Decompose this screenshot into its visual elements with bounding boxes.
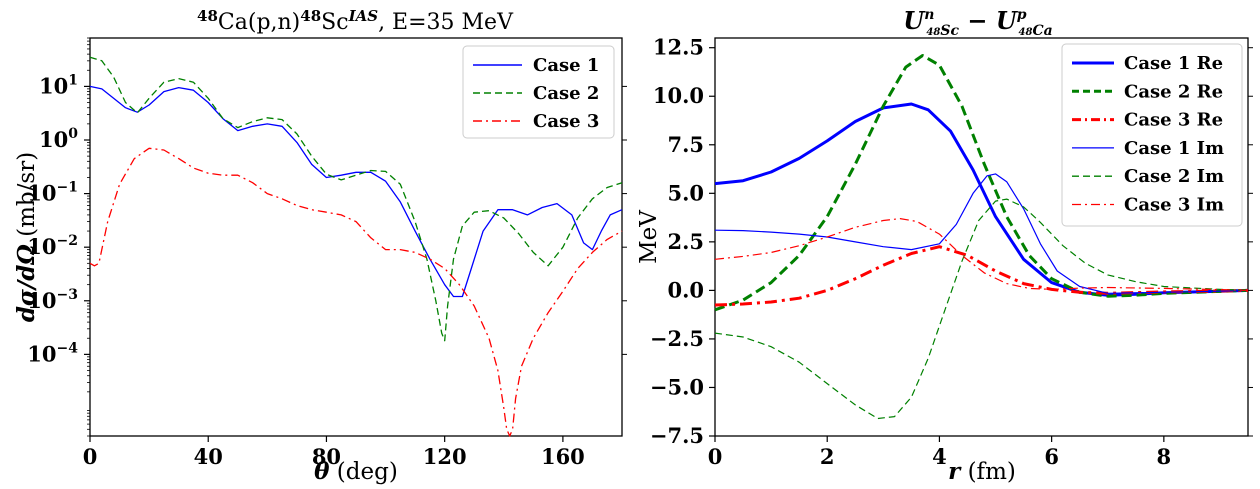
left-series-line-case-3 <box>89 147 623 437</box>
right-y-tick-label: −5.0 <box>650 374 704 399</box>
left-legend-label: Case 3 <box>533 111 599 132</box>
right-legend-label: Case 3 Re <box>1124 110 1223 131</box>
right-legend-label: Case 3 Im <box>1124 195 1224 216</box>
left-series-line-case-1 <box>89 85 623 298</box>
right-x-tick-label: 8 <box>1157 444 1172 469</box>
right-x-axis-label: r (fm) <box>948 458 1016 485</box>
left-series-line-case-2 <box>89 56 623 342</box>
right-y-tick-label: 2.5 <box>667 229 704 254</box>
left-x-tick-label: 80 <box>312 444 341 469</box>
right-y-tick-label: 7.5 <box>667 132 704 157</box>
right-series-line-case-2-re <box>714 54 1249 312</box>
left-y-tick-label: 100 <box>39 126 78 152</box>
left-legend-box <box>462 45 615 139</box>
right-y-tick-label: −7.5 <box>650 423 704 448</box>
right-axis-ticks: 0 2 4 6 8 12.5 10.0 7.5 5.0 2.5 0.0 −2.5 −5.0 −7.5 <box>650 35 1253 469</box>
left-axis-ticks: 0 40 80 120 160 101 100 10−1 10−2 10−3 10−4 <box>27 37 627 469</box>
left-plot-frame <box>89 37 623 437</box>
right-series-line-case-3-re <box>714 245 1249 307</box>
right-y-tick-label: −2.5 <box>650 326 704 351</box>
right-x-tick-label: 4 <box>932 444 947 469</box>
right-x-tick-label: 6 <box>1044 444 1059 469</box>
left-x-axis-label: θ (deg) <box>314 458 398 485</box>
right-series-line-case-2-im <box>714 198 1249 420</box>
left-y-tick-label: 10−4 <box>27 340 78 366</box>
left-y-tick-label: 10−3 <box>27 287 78 313</box>
left-chart-title: 48Ca(p,n)48ScIAS, E=35 MeV <box>197 7 514 35</box>
left-legend-label: Case 1 <box>533 55 599 76</box>
right-series-line-case-1-im <box>714 173 1249 294</box>
right-x-tick-label: 2 <box>820 444 835 469</box>
right-y-tick-label: 10.0 <box>653 83 704 108</box>
left-y-axis-label: dσ/dΩ (mb/sr) <box>13 152 40 322</box>
left-x-tick-label: 0 <box>83 444 98 469</box>
right-y-tick-label: 12.5 <box>653 35 704 60</box>
right-legend-label: Case 1 Re <box>1124 53 1223 74</box>
left-x-tick-label: 120 <box>423 444 467 469</box>
right-legend-box <box>1061 43 1243 227</box>
left-x-tick-label: 160 <box>541 444 585 469</box>
right-legend-label: Case 2 Im <box>1124 166 1224 187</box>
right-series-lines <box>714 54 1249 420</box>
left-series-lines <box>89 56 623 437</box>
left-y-tick-label: 10−2 <box>27 233 78 259</box>
right-x-tick-label: 0 <box>708 444 723 469</box>
left-y-tick-label: 101 <box>39 72 78 98</box>
right-y-tick-label: 5.0 <box>667 180 704 205</box>
right-legend-label: Case 2 Re <box>1124 81 1223 102</box>
right-legend: Case 1 Re Case 2 Re Case 3 Re Case 1 Im Case… <box>1061 43 1243 227</box>
right-legend-label: Case 1 Im <box>1124 138 1224 159</box>
left-y-tick-label: 10−1 <box>27 180 78 206</box>
right-chart: Un 48Sc − Up 48Ca 0 2 4 6 8 12.5 10.0 7.5 5.0 2.5 0.… <box>636 6 1253 485</box>
right-series-line-case-3-im <box>714 218 1249 291</box>
right-chart-title: Un 48Sc − Up 48Ca <box>903 6 1052 39</box>
left-legend: Case 1 Case 2 Case 3 <box>462 45 615 139</box>
left-chart: 48Ca(p,n)48ScIAS, E=35 MeV 0 40 80 120 160 10… <box>13 7 627 485</box>
left-legend-label: Case 2 <box>533 83 599 104</box>
right-y-axis-label: MeV <box>636 210 662 264</box>
right-y-tick-label: 0.0 <box>667 277 704 302</box>
right-plot-frame <box>714 37 1249 437</box>
left-x-tick-label: 40 <box>194 444 223 469</box>
